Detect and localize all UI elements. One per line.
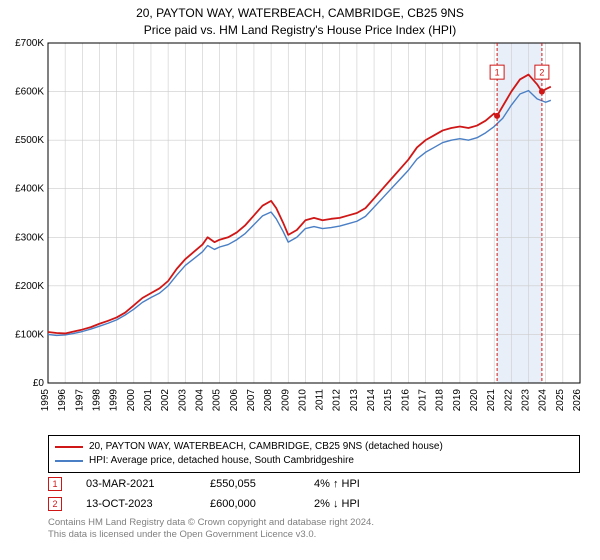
svg-text:£200K: £200K [15,281,44,292]
svg-text:2: 2 [539,68,544,78]
svg-text:2018: 2018 [435,389,446,412]
svg-text:2011: 2011 [315,389,326,411]
svg-text:2017: 2017 [418,389,429,412]
svg-text:1: 1 [495,68,500,78]
legend-row-hpi: HPI: Average price, detached house, Sout… [55,454,573,468]
legend-swatch-property [55,446,83,448]
legend-label-hpi: HPI: Average price, detached house, Sout… [89,454,354,468]
legend-label-property: 20, PAYTON WAY, WATERBEACH, CAMBRIDGE, C… [89,440,443,454]
svg-text:2024: 2024 [538,389,549,412]
sale-price: £600,000 [210,498,290,510]
footer-attribution: Contains HM Land Registry data © Crown c… [48,517,580,542]
svg-text:1996: 1996 [57,389,68,412]
svg-text:2016: 2016 [400,389,411,412]
svg-text:2005: 2005 [212,389,223,412]
svg-text:2015: 2015 [383,389,394,412]
sale-pct: 4% ↑ HPI [314,478,394,490]
svg-text:2020: 2020 [469,389,480,412]
svg-text:2004: 2004 [194,389,205,412]
sale-rows: 1 03-MAR-2021 £550,055 4% ↑ HPI 2 13-OCT… [48,477,580,511]
svg-text:1999: 1999 [109,389,120,412]
sale-marker-id: 1 [52,479,57,489]
svg-text:2022: 2022 [503,389,514,412]
svg-text:2014: 2014 [366,389,377,412]
sale-date: 03-MAR-2021 [86,478,186,490]
svg-text:2025: 2025 [555,389,566,412]
svg-text:2019: 2019 [452,389,463,412]
legend-swatch-hpi [55,460,83,462]
svg-text:2026: 2026 [572,389,583,412]
svg-text:2000: 2000 [126,389,137,412]
svg-text:£600K: £600K [15,87,44,98]
svg-text:1995: 1995 [40,389,51,412]
footer-line1: Contains HM Land Registry data © Crown c… [48,517,580,529]
sale-pct: 2% ↓ HPI [314,498,394,510]
sale-marker-icon: 2 [48,497,62,511]
svg-text:£500K: £500K [15,135,44,146]
sale-date: 13-OCT-2023 [86,498,186,510]
svg-text:2012: 2012 [332,389,343,412]
chart-subtitle: Price paid vs. HM Land Registry's House … [0,20,600,39]
svg-text:£0: £0 [33,378,45,389]
footer-line2: This data is licensed under the Open Gov… [48,529,580,541]
chart-title-address: 20, PAYTON WAY, WATERBEACH, CAMBRIDGE, C… [0,0,600,20]
legend-row-property: 20, PAYTON WAY, WATERBEACH, CAMBRIDGE, C… [55,440,573,454]
chart-container: 20, PAYTON WAY, WATERBEACH, CAMBRIDGE, C… [0,0,600,560]
svg-text:2006: 2006 [229,389,240,412]
svg-text:2003: 2003 [177,389,188,412]
sale-row: 2 13-OCT-2023 £600,000 2% ↓ HPI [48,497,580,511]
svg-text:2010: 2010 [297,389,308,412]
legend-box: 20, PAYTON WAY, WATERBEACH, CAMBRIDGE, C… [48,435,580,473]
svg-text:2007: 2007 [246,389,257,412]
sale-marker-id: 2 [52,499,57,509]
svg-text:1997: 1997 [74,389,85,412]
sale-marker-icon: 1 [48,477,62,491]
svg-text:2002: 2002 [160,389,171,412]
svg-text:2008: 2008 [263,389,274,412]
svg-text:1998: 1998 [91,389,102,412]
svg-text:£100K: £100K [15,329,44,340]
svg-text:2013: 2013 [349,389,360,412]
sale-row: 1 03-MAR-2021 £550,055 4% ↑ HPI [48,477,580,491]
svg-text:£400K: £400K [15,184,44,195]
svg-text:2001: 2001 [143,389,154,412]
svg-text:£300K: £300K [15,232,44,243]
svg-text:£700K: £700K [15,39,44,49]
plot-area: £0 £100K £200K £300K £400K £500K £600K £700K 199… [0,39,600,429]
svg-text:2023: 2023 [521,389,532,412]
plot-svg: £0 £100K £200K £300K £400K £500K £600K £700K 199… [0,39,600,429]
svg-text:2009: 2009 [280,389,291,412]
svg-text:2021: 2021 [486,389,497,412]
sale-price: £550,055 [210,478,290,490]
